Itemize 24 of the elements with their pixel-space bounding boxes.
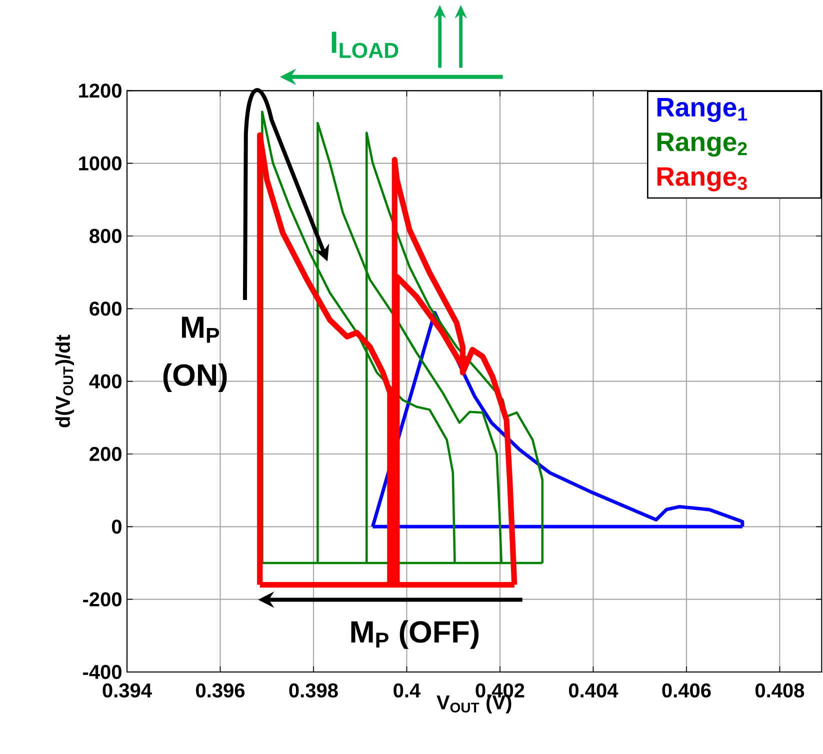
x-tick-label: 0.408: [755, 683, 804, 698]
x-tick-label: 0.406: [662, 683, 711, 698]
y-tick-label: 0: [112, 520, 122, 534]
y-axis-title: d(V$_{OUT}$)/dt: [55, 334, 74, 428]
x-tick-label: 0.394: [102, 683, 152, 698]
x-tick-label: 0.404: [568, 683, 618, 698]
x-tick-label: 0.398: [289, 683, 338, 698]
y-tick-label: 1000: [79, 156, 122, 170]
y-tick-label: 400: [89, 374, 122, 388]
text: Range$_{3}$: [657, 167, 747, 192]
y-tick-label: 200: [90, 446, 122, 462]
annotation: M$_{P}$: [182, 316, 220, 343]
x-tick-label: 0.396: [196, 683, 245, 698]
y-tick-label: 1200: [79, 84, 122, 98]
annotation: (ON): [163, 363, 227, 392]
annotation: M$_{P}$ (OFF): [351, 620, 479, 649]
x-tick-label: 0.4: [394, 683, 421, 698]
y-tick-label: -400: [83, 664, 122, 680]
text: Range$_{2}$: [657, 132, 747, 157]
text: I$_{LOAD}$: [332, 32, 398, 58]
y-tick-label: 600: [90, 302, 122, 316]
y-tick-label: 800: [90, 228, 122, 244]
y-tick-label: -200: [83, 592, 122, 606]
text: Range$_{1}$: [657, 98, 748, 122]
